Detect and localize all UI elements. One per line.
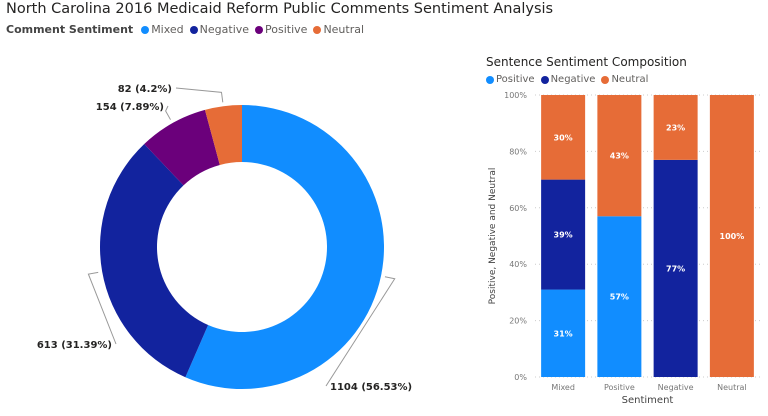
leader-line	[325, 276, 396, 387]
legend-item-positive[interactable]: Positive	[486, 74, 535, 85]
legend-dot-icon	[255, 25, 264, 34]
legend-item-neutral[interactable]: Neutral	[313, 23, 364, 36]
legend-item-negative[interactable]: Negative	[540, 74, 596, 85]
y-tick-label: 100%	[504, 91, 527, 100]
legend-item-mixed[interactable]: Mixed	[141, 23, 184, 36]
legend-dot-icon	[141, 25, 150, 34]
y-axis-title: Positive, Negative and Neutral	[488, 168, 498, 305]
bar-data-label: 39%	[554, 231, 573, 240]
donut-data-label: 1104 (56.53%)	[330, 382, 412, 393]
legend-label: Negative	[199, 23, 250, 36]
y-tick-label: 0%	[514, 373, 527, 382]
leader-line	[165, 105, 171, 120]
donut-slice-positive[interactable]	[144, 109, 220, 186]
bar-data-label: 31%	[554, 329, 573, 338]
legend-title: Comment Sentiment	[6, 23, 134, 36]
x-tick-label: Positive	[604, 383, 635, 392]
bar-mixed-positive[interactable]	[541, 289, 586, 377]
legend-label: Positive	[496, 74, 535, 85]
x-axis-title: Sentiment	[622, 395, 674, 406]
bar-data-label: 57%	[610, 293, 629, 302]
legend-dot-icon	[540, 75, 549, 84]
legend-label: Neutral	[323, 23, 365, 36]
legend-dot-icon	[189, 25, 198, 34]
bar-data-label: 100%	[720, 232, 745, 241]
bar-positive-positive[interactable]	[597, 216, 642, 377]
legend-label: Mixed	[151, 23, 184, 36]
bar-mixed-neutral[interactable]	[541, 95, 586, 180]
dashboard-title: North Carolina 2016 Medicaid Reform Publ…	[6, 1, 554, 17]
donut-slice-neutral[interactable]	[204, 105, 242, 165]
legend-label: Positive	[265, 23, 308, 36]
x-tick-label: Neutral	[717, 383, 747, 392]
bar-positive-neutral[interactable]	[597, 95, 642, 217]
legend-dot-icon	[601, 75, 610, 84]
leader-line	[175, 87, 224, 103]
bar-negative-negative[interactable]	[653, 159, 698, 377]
bar-data-label: 43%	[610, 152, 629, 161]
bar-neutral-neutral[interactable]	[709, 95, 754, 377]
y-tick-label: 40%	[509, 260, 527, 269]
bar-mixed-negative[interactable]	[541, 179, 586, 290]
bar-negative-neutral[interactable]	[653, 95, 698, 160]
legend-dot-icon	[486, 75, 494, 84]
donut-slice-mixed[interactable]	[185, 105, 385, 389]
legend-dot-icon	[313, 25, 322, 34]
legend-label: Negative	[550, 74, 596, 85]
leader-line	[87, 271, 117, 345]
y-tick-label: 80%	[509, 147, 527, 156]
bar-chart-title: Sentence Sentiment Composition	[486, 55, 687, 69]
donut-slice-negative[interactable]	[99, 144, 209, 378]
bar-data-label: 77%	[666, 264, 685, 273]
donut-data-label: 613 (31.39%)	[37, 340, 112, 351]
bar-data-label: 30%	[554, 133, 573, 142]
y-tick-label: 60%	[509, 204, 527, 213]
donut-legend: Comment Sentiment Mixed Negative Positive N…	[6, 23, 364, 36]
bar-legend: Positive Negative Neutral	[486, 74, 648, 85]
donut-data-label: 82 (4.2%)	[118, 84, 172, 95]
legend-label: Neutral	[611, 74, 649, 85]
y-tick-label: 20%	[509, 317, 527, 326]
legend-item-positive[interactable]: Positive	[255, 23, 307, 36]
x-tick-label: Negative	[658, 383, 694, 392]
legend-item-negative[interactable]: Negative	[189, 23, 250, 36]
legend-item-neutral[interactable]: Neutral	[601, 74, 648, 85]
bar-data-label: 23%	[666, 123, 685, 132]
donut-data-label: 154 (7.89%)	[96, 102, 164, 113]
x-tick-label: Mixed	[551, 383, 575, 392]
